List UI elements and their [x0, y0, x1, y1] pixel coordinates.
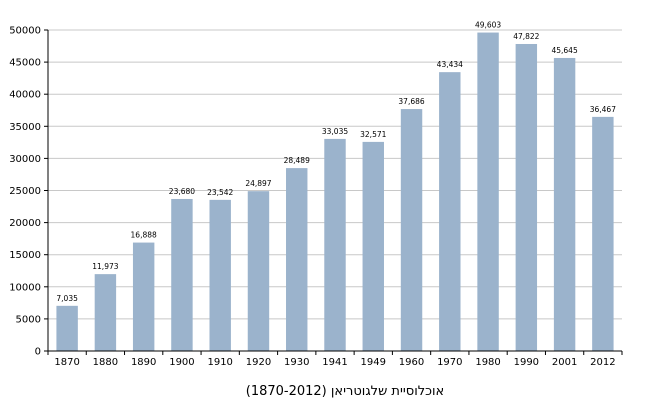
- data-label-1941: 33,035: [322, 127, 348, 136]
- y-tick-label: 15000: [9, 250, 41, 261]
- x-tick-label-1930: 1930: [284, 357, 309, 368]
- y-tick-label: 5000: [16, 314, 41, 325]
- y-tick-label: 30000: [9, 154, 41, 165]
- bar-1980: [477, 32, 499, 352]
- bar-2012: [592, 116, 614, 351]
- x-tick-label-1910: 1910: [207, 357, 232, 368]
- bar-2001: [553, 57, 576, 351]
- x-tick-label-1880: 1880: [93, 357, 118, 368]
- x-tick-label-1920: 1920: [246, 357, 271, 368]
- bar-1990: [515, 43, 538, 352]
- bar-1900: [171, 198, 193, 351]
- bar-1880: [94, 274, 117, 351]
- x-tick-label-1980: 1980: [475, 357, 500, 368]
- y-tick-label: 40000: [9, 90, 41, 101]
- x-tick-label-1949: 1949: [361, 357, 386, 368]
- chart-title: אוכלוסיית שלגוטריאן (1870-2012): [246, 384, 445, 399]
- x-tick-label-2001: 2001: [552, 357, 577, 368]
- data-labels: 7,035 11,973 16,888 23,680 23,542 24,897 28,48…: [56, 21, 616, 303]
- x-tick-label-1970: 1970: [437, 357, 462, 368]
- bar-1960: [400, 109, 423, 351]
- x-tick-label-1900: 1900: [169, 357, 194, 368]
- data-label-1990: 47,822: [513, 32, 539, 41]
- data-label-1870: 7,035: [56, 294, 78, 303]
- x-tick-label-1960: 1960: [399, 357, 424, 368]
- x-tick-label-1990: 1990: [514, 357, 539, 368]
- y-tick-label: 50000: [9, 26, 41, 37]
- y-tick-label: 20000: [9, 218, 41, 229]
- data-label-2001: 45,645: [551, 46, 577, 55]
- bar-1941: [324, 138, 346, 351]
- data-label-1920: 24,897: [245, 179, 271, 188]
- bar-1910: [209, 199, 231, 351]
- bars: [56, 32, 614, 352]
- data-label-2012: 36,467: [590, 105, 616, 114]
- data-label-1980: 49,603: [475, 21, 501, 30]
- y-tick-label: 0: [35, 347, 41, 358]
- data-label-1880: 11,973: [92, 262, 118, 271]
- x-tick-label-1870: 1870: [54, 357, 79, 368]
- data-label-1960: 37,686: [398, 97, 424, 106]
- y-tick-label: 10000: [9, 282, 41, 293]
- bar-1970: [439, 72, 461, 351]
- data-label-1910: 23,542: [207, 188, 233, 197]
- y-tick-label: 35000: [9, 122, 41, 133]
- data-label-1930: 28,489: [284, 156, 310, 165]
- x-tick-label-2012: 2012: [590, 357, 615, 368]
- bar-1920: [247, 191, 270, 351]
- data-label-1970: 43,434: [437, 60, 463, 69]
- y-tick-label: 25000: [9, 186, 41, 197]
- data-label-1890: 16,888: [131, 231, 157, 240]
- bar-1930: [286, 168, 308, 351]
- data-label-1900: 23,680: [169, 187, 195, 196]
- axes: 0 5000 10000 15000 20000 25000 30000 35000 40000…: [9, 26, 623, 368]
- x-tick-label-1890: 1890: [131, 357, 156, 368]
- x-tick-label-1941: 1941: [322, 357, 347, 368]
- bar-1890: [132, 242, 155, 351]
- y-tick-label: 45000: [9, 58, 41, 69]
- data-label-1949: 32,571: [360, 130, 386, 139]
- bar-1870: [56, 305, 78, 351]
- bar-1949: [362, 141, 384, 351]
